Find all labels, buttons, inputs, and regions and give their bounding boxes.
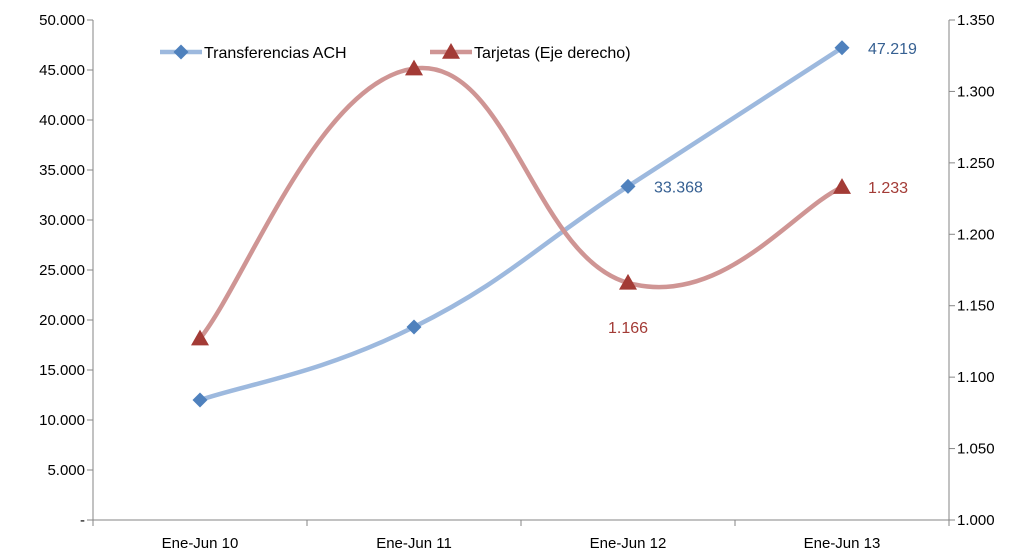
left-axis-tick-label: 35.000 xyxy=(39,162,85,179)
data-point-marker xyxy=(619,273,637,290)
right-axis-tick-label: 1.200 xyxy=(957,226,995,243)
data-point-marker xyxy=(191,329,209,346)
x-axis-tick-label: Ene-Jun 10 xyxy=(162,535,239,552)
left-axis-tick-label: 20.000 xyxy=(39,312,85,329)
left-axis-tick-label: 30.000 xyxy=(39,212,85,229)
left-axis-tick-label: 50.000 xyxy=(39,12,85,29)
right-axis-tick-label: 1.300 xyxy=(957,83,995,100)
left-axis-tick-label: - xyxy=(80,512,85,529)
legend-marker xyxy=(173,44,189,60)
data-point-marker xyxy=(406,319,422,335)
x-axis-tick-label: Ene-Jun 12 xyxy=(590,535,667,552)
x-axis-tick-label: Ene-Jun 13 xyxy=(804,535,881,552)
data-label: 47.219 xyxy=(868,41,917,58)
series-lines xyxy=(197,45,845,403)
axes: - 5.000 10.000 15.000 20.000 25.000 30.000 35.0… xyxy=(39,12,994,552)
x-axis-tick-label: Ene-Jun 11 xyxy=(376,535,452,552)
series-line-2 xyxy=(197,66,845,341)
right-axis-tick-label: 1.350 xyxy=(957,12,995,29)
legend-marker xyxy=(442,43,460,59)
right-axis-tick-label: 1.100 xyxy=(957,369,995,386)
left-axis-tick-label: 25.000 xyxy=(39,262,85,279)
right-axis-tick-label: 1.000 xyxy=(957,512,995,529)
data-point-marker xyxy=(192,392,208,408)
legend-label: Tarjetas (Eje derecho) xyxy=(474,45,631,62)
data-label: 1.166 xyxy=(608,320,648,337)
data-labels: 33.368 47.219 1.166 1.233 xyxy=(608,41,917,337)
data-label: 33.368 xyxy=(654,179,703,196)
left-axis-tick-label: 40.000 xyxy=(39,112,85,129)
data-point-marker xyxy=(620,178,636,194)
data-point-marker xyxy=(833,178,851,194)
left-axis-tick-label: 5.000 xyxy=(47,462,85,479)
series-line-1 xyxy=(197,45,845,403)
left-axis-tick-label: 10.000 xyxy=(39,412,85,429)
right-axis-tick-label: 1.150 xyxy=(957,298,995,315)
left-axis-tick-label: 15.000 xyxy=(39,362,85,379)
left-axis-tick-label: 45.000 xyxy=(39,62,85,79)
data-label: 1.233 xyxy=(868,180,908,197)
series-markers xyxy=(191,40,851,408)
legend-label: Transferencias ACH xyxy=(204,45,347,62)
right-axis-tick-label: 1.250 xyxy=(957,155,995,172)
right-axis-tick-label: 1.050 xyxy=(957,441,995,458)
data-point-marker xyxy=(834,40,850,56)
data-point-marker xyxy=(405,59,423,76)
legend: Transferencias ACH Tarjetas (Eje derecho) xyxy=(160,43,631,62)
